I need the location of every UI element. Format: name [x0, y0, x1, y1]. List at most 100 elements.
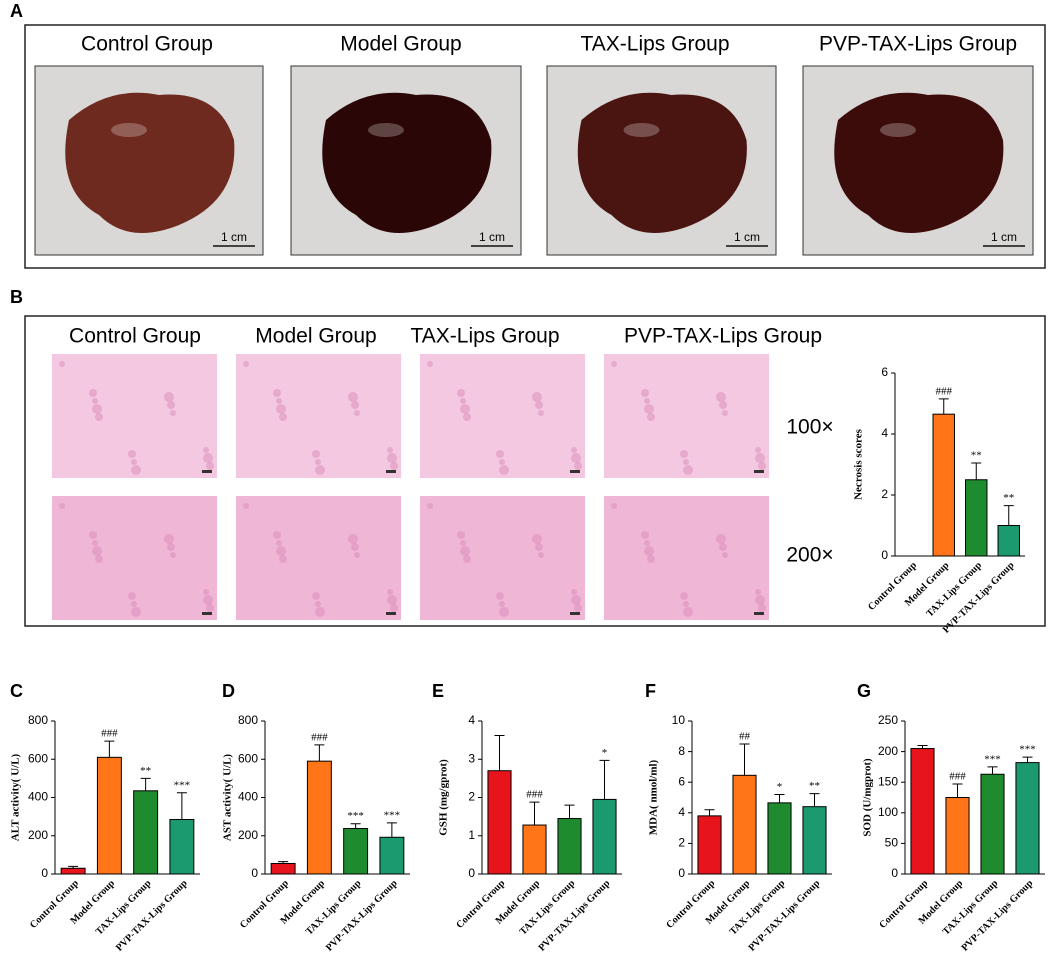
significance: *** — [384, 809, 401, 821]
panel-label: B — [10, 287, 23, 307]
x-tick-label: PVP-TAX-Lips Group — [324, 878, 400, 954]
significance: ### — [526, 789, 543, 801]
cell-texture — [348, 534, 358, 544]
bar — [557, 818, 582, 875]
significance: ## — [739, 730, 751, 742]
cell-texture — [460, 404, 470, 414]
significance: ** — [971, 450, 982, 462]
cell-texture — [131, 601, 137, 607]
y-tick-label: 0 — [891, 866, 898, 880]
liver — [322, 92, 492, 234]
x-tick-label: TAX-Lips Group — [924, 560, 984, 620]
y-tick-label: 0 — [678, 866, 685, 880]
bar — [697, 815, 722, 875]
error-bar — [1022, 756, 1033, 763]
cell-texture — [755, 453, 765, 463]
significance: * — [602, 747, 608, 759]
cell-texture — [390, 604, 398, 612]
liver-shine — [880, 123, 916, 137]
cell-texture — [532, 392, 542, 402]
cell-texture — [95, 413, 103, 421]
cell-texture — [164, 392, 174, 402]
error-bar — [314, 744, 325, 762]
scale-label: 1 cm — [479, 230, 505, 244]
liver-shine — [111, 123, 147, 137]
cell-texture — [683, 601, 689, 607]
cell-texture — [128, 450, 136, 458]
group-title: Control Group — [81, 33, 213, 56]
bar — [306, 760, 332, 875]
cell-texture — [59, 503, 65, 509]
error-bar — [938, 398, 949, 415]
cell-texture — [170, 410, 176, 416]
cell-texture — [716, 392, 726, 402]
scale-bar — [754, 612, 764, 615]
cell-texture — [680, 592, 688, 600]
cell-texture — [574, 604, 582, 612]
bar — [910, 748, 935, 875]
cell-texture — [647, 413, 655, 421]
y-tick-label: 400 — [238, 790, 258, 804]
cell-texture — [279, 555, 287, 563]
liver — [577, 92, 747, 234]
cell-texture — [387, 447, 393, 453]
cell-texture — [460, 398, 466, 404]
cell-texture — [647, 555, 655, 563]
cell-texture — [611, 361, 617, 367]
cell-texture — [354, 410, 360, 416]
y-tick-label: 4 — [678, 805, 685, 819]
bar — [379, 836, 405, 875]
significance: ** — [1003, 492, 1014, 504]
cell-texture — [722, 552, 728, 558]
significance: *** — [984, 753, 1001, 765]
cell-texture — [571, 589, 577, 595]
group-title: PVP-TAX-Lips Group — [819, 33, 1017, 56]
error-bar — [529, 801, 540, 826]
bar — [767, 802, 792, 875]
error-bar — [774, 793, 785, 803]
cell-texture — [611, 503, 617, 509]
bar — [60, 867, 86, 875]
cell-texture — [128, 592, 136, 600]
y-tick-label: 800 — [238, 713, 258, 727]
cell-texture — [644, 398, 650, 404]
error-bar — [278, 861, 289, 864]
y-tick-label: 250 — [878, 713, 898, 727]
cell-texture — [92, 546, 102, 556]
group-title: Control Group — [69, 325, 201, 348]
cell-texture — [644, 540, 650, 546]
cell-texture — [755, 589, 761, 595]
panel-label: G — [857, 681, 871, 701]
cell-texture — [390, 462, 398, 470]
cell-texture — [206, 604, 214, 612]
panel-label: E — [432, 681, 444, 701]
y-tick-label: 6 — [881, 365, 888, 379]
cell-texture — [463, 555, 471, 563]
y-tick-label: 4 — [468, 713, 475, 727]
error-bar — [599, 759, 610, 800]
cell-texture — [89, 389, 97, 397]
error-bar — [494, 735, 505, 771]
y-axis-label: MDA( nmol/ml) — [648, 759, 660, 835]
panel-label: F — [645, 681, 656, 701]
cell-texture — [131, 459, 137, 465]
scale-label: 1 cm — [991, 230, 1017, 244]
cell-texture — [206, 462, 214, 470]
significance: *** — [347, 810, 364, 822]
y-axis-label: AST activity( U/L) — [222, 754, 234, 842]
cell-texture — [203, 595, 213, 605]
cell-texture — [758, 604, 766, 612]
cell-texture — [460, 540, 466, 546]
error-bar — [140, 777, 151, 791]
cell-texture — [312, 450, 320, 458]
significance: ** — [140, 765, 151, 777]
bar — [945, 797, 970, 875]
bar — [487, 770, 512, 875]
error-bar — [350, 823, 361, 829]
y-axis-label: Necrosis scores — [853, 428, 865, 499]
cell-texture — [315, 465, 325, 475]
cell-texture — [571, 595, 581, 605]
group-title: PVP-TAX-Lips Group — [624, 325, 822, 348]
cell-texture — [276, 546, 286, 556]
